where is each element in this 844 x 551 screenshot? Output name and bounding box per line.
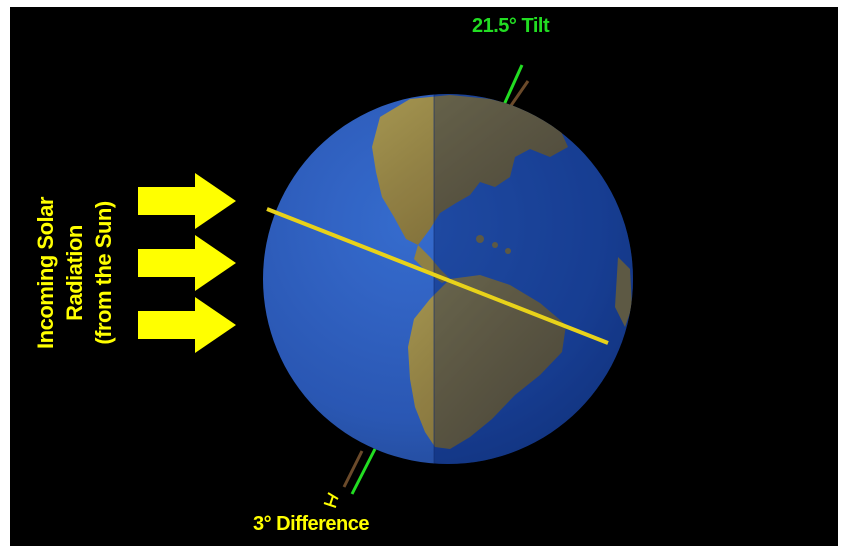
landmass-north-america bbox=[372, 95, 568, 245]
earth-tilt-diagram bbox=[138, 64, 633, 508]
radiation-label-line3: (from the Sun) bbox=[91, 201, 116, 345]
tilt-label: 21.5° Tilt bbox=[472, 15, 550, 37]
axis-top bbox=[501, 64, 530, 108]
day-side-highlight bbox=[263, 94, 434, 464]
solar-arrows bbox=[138, 173, 236, 353]
diagram-canvas: 21.5° Tilt 3° Difference Incoming Solar … bbox=[10, 7, 838, 546]
landmass-africa-edge bbox=[615, 257, 632, 327]
equator-line bbox=[266, 207, 609, 345]
arrow-right-icon bbox=[138, 297, 236, 353]
landmass-south-america bbox=[408, 275, 566, 449]
difference-label: 3° Difference bbox=[253, 513, 370, 535]
arrow-right-icon bbox=[138, 235, 236, 291]
difference-bracket-icon bbox=[323, 492, 339, 508]
axis-bottom bbox=[342, 448, 377, 495]
arrow-right-icon bbox=[138, 173, 236, 229]
radiation-label-line2: Radiation bbox=[62, 225, 87, 321]
radiation-label-line1: Incoming Solar bbox=[33, 197, 58, 349]
landmass-central-america bbox=[414, 245, 450, 283]
